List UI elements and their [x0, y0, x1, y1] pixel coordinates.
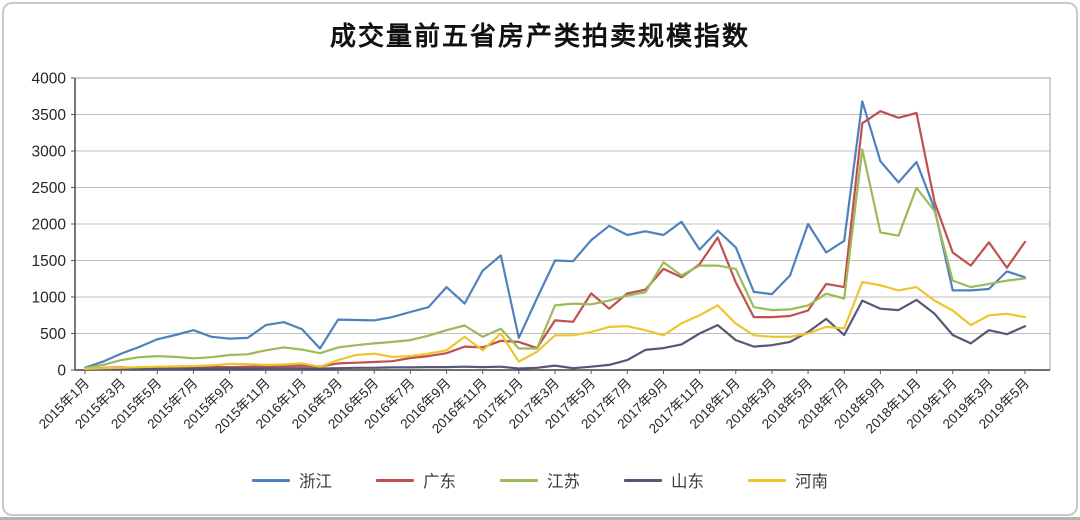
y-tick-label: 3500 [32, 107, 67, 124]
y-tick-label: 0 [57, 363, 66, 380]
legend-item-jiangsu: 江苏 [500, 468, 580, 492]
legend-label-zhejiang: 浙江 [299, 473, 332, 491]
series-line-jiangsu [83, 148, 1027, 370]
y-tick-label: 2000 [32, 217, 67, 234]
y-tick-label: 1500 [32, 253, 67, 270]
y-tick-label: 2500 [32, 180, 67, 197]
legend-label-guangdong: 广东 [423, 473, 456, 491]
series-line-guangdong [83, 110, 1027, 371]
chart-legend: 浙江 广东 江苏 山东 河南 [0, 468, 1080, 492]
legend-item-shandong: 山东 [624, 468, 704, 492]
legend-swatch-henan [748, 478, 786, 482]
chart-title: 成交量前五省房产类拍卖规模指数 [329, 22, 750, 51]
legend-label-henan: 河南 [795, 473, 828, 491]
line-chart: 050010001500200025003000350040002015年1月2… [32, 71, 1051, 436]
bottom-divider [0, 517, 1080, 520]
legend-swatch-jiangsu [500, 478, 538, 482]
series-line-henan [83, 280, 1027, 370]
legend-label-jiangsu: 江苏 [547, 473, 580, 491]
y-tick-label: 1000 [32, 290, 67, 307]
series-line-shandong [83, 298, 1027, 371]
legend-item-henan: 河南 [748, 468, 828, 492]
legend-label-shandong: 山东 [671, 473, 704, 491]
legend-item-guangdong: 广东 [376, 468, 456, 492]
y-tick-label: 3000 [32, 144, 67, 161]
legend-swatch-shandong [624, 478, 662, 482]
series-line-zhejiang [83, 100, 1027, 369]
y-tick-label: 4000 [32, 71, 67, 88]
legend-swatch-zhejiang [252, 478, 290, 482]
y-tick-label: 500 [40, 326, 66, 343]
legend-item-zhejiang: 浙江 [252, 468, 332, 492]
legend-swatch-guangdong [376, 478, 414, 482]
